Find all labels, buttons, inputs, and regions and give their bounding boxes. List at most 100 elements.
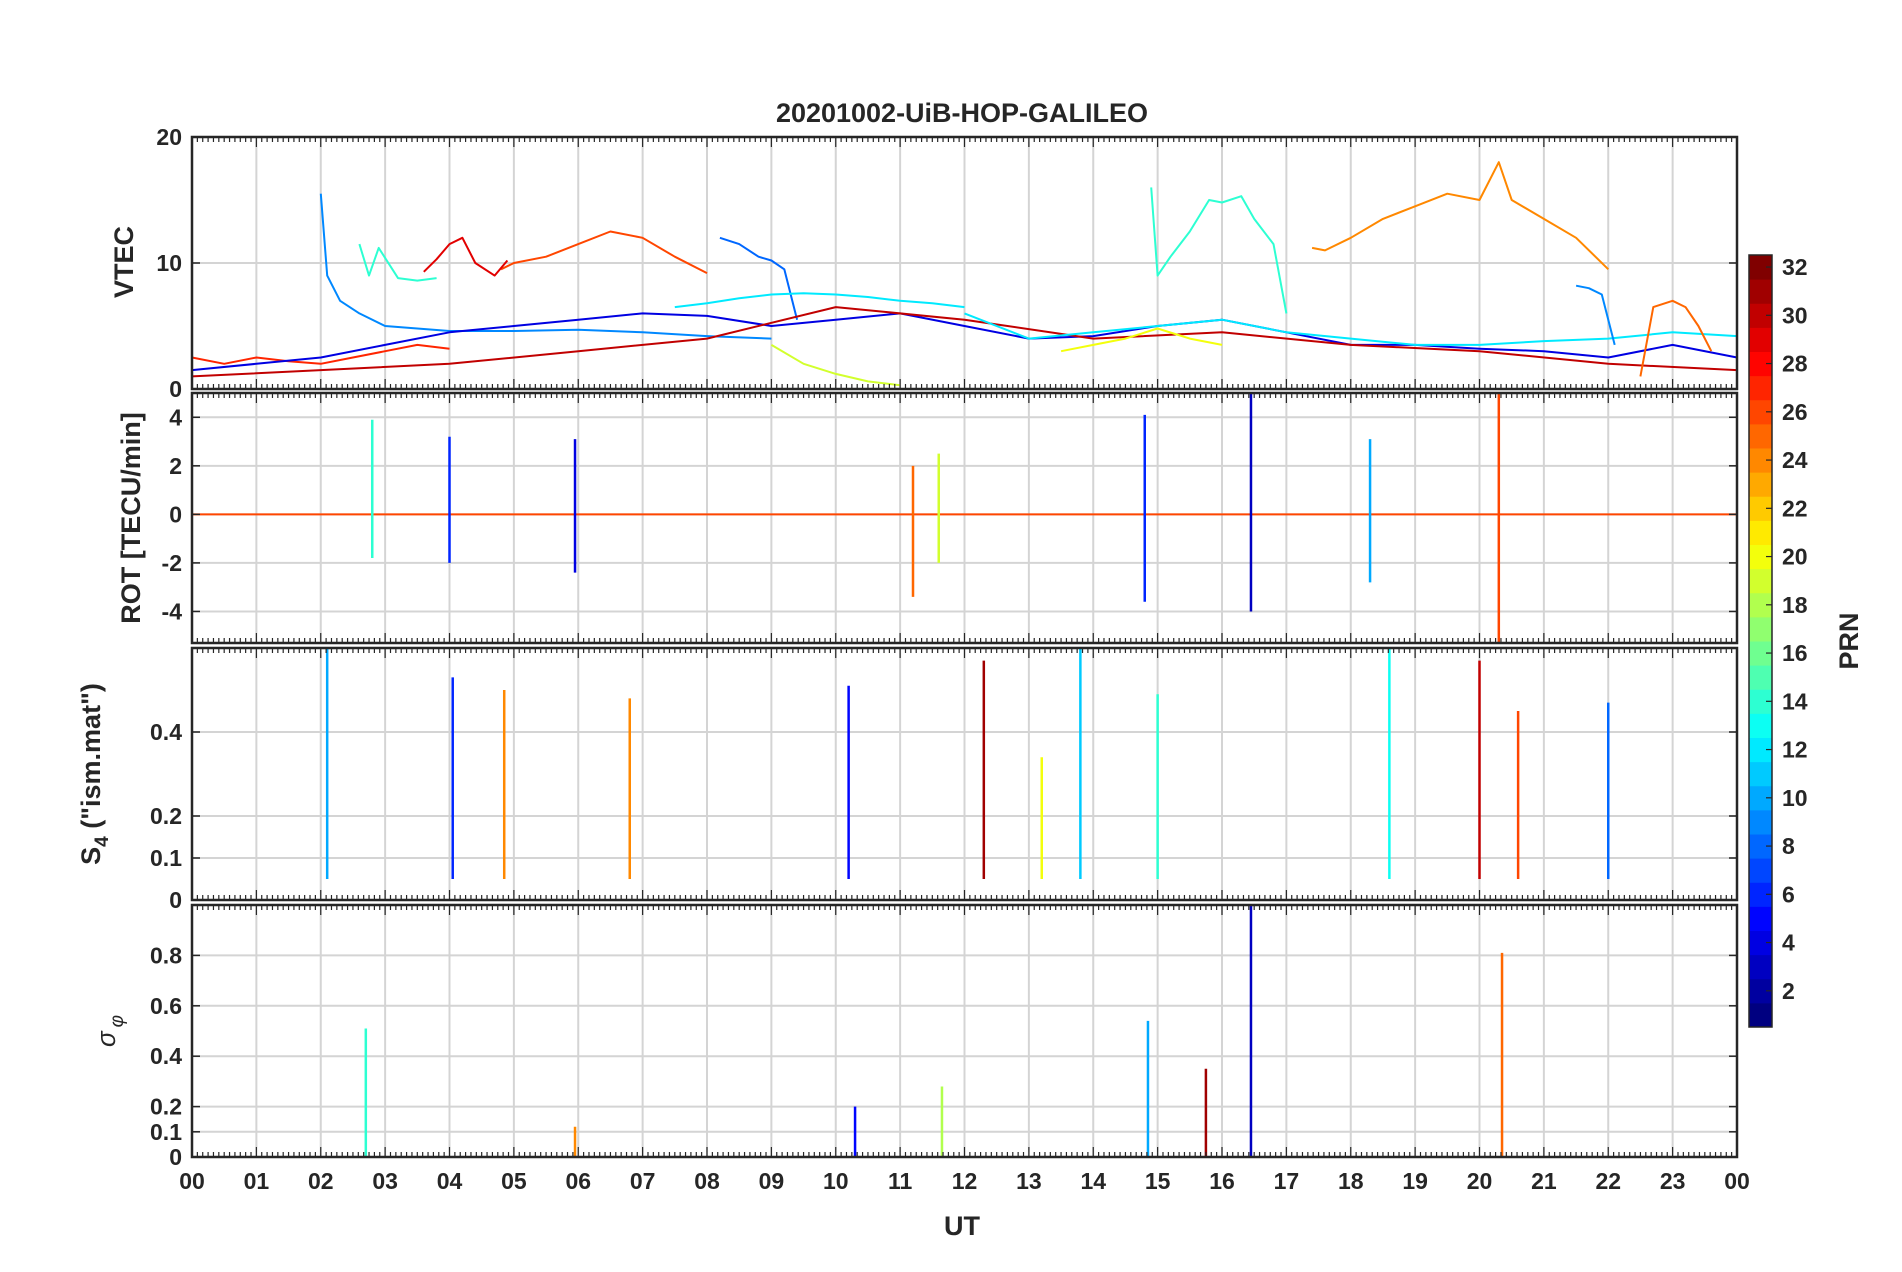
sigma-ylabel-sub: φ [107,1015,128,1027]
colorbar-cell [1749,279,1772,304]
colorbar-tick-label: 18 [1782,592,1808,618]
s4-ticks: 0 0.1 0.2 0.4 [150,648,1738,913]
colorbar-cell [1749,882,1772,907]
sigma-ylabel: σφ [91,1015,128,1047]
colorbar-tick-label: 2 [1782,978,1795,1004]
colorbar-tick-label: 30 [1782,302,1808,328]
y-tick-label: 0.2 [150,803,182,829]
colorbar-tick-label: 4 [1782,930,1795,956]
colorbar-cell [1749,327,1772,352]
colorbar-tick-label: 6 [1782,881,1795,907]
colorbar-tick-label: 28 [1782,351,1808,377]
colorbar-box [1748,254,1773,1028]
y-tick-label: 0.6 [150,993,182,1019]
rot-series [192,393,1737,643]
series-line-prn-4 [191,312,1738,372]
y-tick-label: 4 [169,404,182,430]
y-tick-label: 10 [156,250,182,276]
x-tick-label: 00 [1724,1168,1750,1194]
x-tick-label: 15 [1145,1168,1171,1194]
x-tick-label: 11 [888,1168,913,1194]
colorbar-cell [1749,568,1772,594]
series-line-prn-27 [191,343,450,365]
colorbar-tick-label: 32 [1782,254,1808,280]
y-tick-label: -2 [162,550,182,576]
y-tick-label: 0.4 [150,719,182,745]
x-tick-label: 04 [437,1168,463,1194]
x-tick-labels: 00 01 02 03 04 05 06 07 08 09 10 11 12 13 14 15 16 17 18 19… [179,1168,1750,1194]
sigma-grid [192,905,1737,1157]
y-tick-label: 0.4 [150,1043,182,1069]
colorbar-tick-label: 26 [1782,399,1808,425]
colorbar-cell [1749,858,1772,883]
vtec-grid [192,137,1737,389]
colorbar-cell [1749,448,1772,473]
colorbar-cell [1749,954,1772,980]
s4-ylabel: S4 ("ism.mat") [76,683,113,865]
colorbar-cell [1749,375,1772,401]
colorbar-cell [1749,351,1772,377]
x-tick-label: 17 [1274,1168,1300,1194]
series-line-prn-8 [719,236,799,320]
s4-ylabel-sub: 4 [92,836,113,847]
series-line-prn-14 [358,243,437,282]
x-tick-label: 23 [1660,1168,1686,1194]
colorbar-cell [1749,592,1772,618]
x-tick-label: 13 [1016,1168,1042,1194]
y-tick-label: 0 [169,376,182,402]
x-tick-label: 22 [1595,1168,1621,1194]
vtec-ticks: 0 10 20 [156,124,1738,402]
colorbar-cell [1749,689,1772,714]
x-tick-label: 21 [1531,1168,1557,1194]
series-line-prn-20 [1060,327,1223,353]
colorbar-cell [1749,544,1772,570]
colorbar-cell [1749,423,1772,449]
y-tick-label: -4 [162,598,183,624]
colorbar-cell [1749,303,1772,328]
series-line-prn-29 [423,236,509,277]
x-tick-label: 19 [1402,1168,1428,1194]
colorbar-tick-label: 16 [1782,640,1808,666]
colorbar-cell [1749,472,1772,497]
series-line-prn-30 [191,306,1738,378]
x-tick-label: 20 [1467,1168,1493,1194]
colorbar-cell [1749,641,1772,666]
rot-ticks: -4 -2 0 2 4 [162,393,1738,643]
x-tick-label: 16 [1209,1168,1235,1194]
colorbar-cells [1749,255,1772,1028]
x-axis-label: UT [944,1211,980,1241]
colorbar-cell [1749,785,1772,811]
x-tick-label: 02 [308,1168,334,1194]
rot-ylabel: ROT [TECU/min] [116,412,146,623]
x-tick-label: 00 [179,1168,205,1194]
series-line-prn-26 [500,230,708,274]
colorbar-cell [1749,978,1772,1004]
y-tick-label: 20 [156,124,182,150]
series-line-prn-24 [1311,161,1609,271]
colorbar-tick-label: 20 [1782,544,1808,570]
colorbar-label: PRN [1834,612,1864,669]
panel-vtec: 0 10 20 VTEC [109,124,1739,402]
sigma-ylabel-main: σ [91,1030,121,1047]
panel-rot: -4 -2 0 2 4 ROT [TECU/min] [116,391,1739,645]
colorbar-tick-label: 22 [1782,495,1808,521]
y-tick-label: 0.1 [150,1119,182,1145]
y-tick-label: 0 [169,1144,182,1170]
sigma-ticks: 00.10.2 0.4 0.6 0.8 [150,905,1738,1170]
colorbar-tick-label: 8 [1782,833,1795,859]
vtec-ylabel: VTEC [109,226,139,298]
series-line-prn-9 [319,193,772,340]
colorbar-tick-label: 24 [1782,447,1808,473]
y-tick-label: 0.1 [150,845,182,871]
series-line-prn-12 [674,292,965,309]
x-tick-label: 06 [565,1168,591,1194]
colorbar-tick-label: 10 [1782,785,1808,811]
x-tick-label: 09 [759,1168,785,1194]
series-line-prn-25 [1639,299,1713,377]
colorbar-cell [1749,1002,1772,1028]
colorbar-cell [1749,520,1772,545]
colorbar-tick-label: 12 [1782,737,1808,763]
s4-ylabel-rest: ("ism.mat") [76,683,106,836]
